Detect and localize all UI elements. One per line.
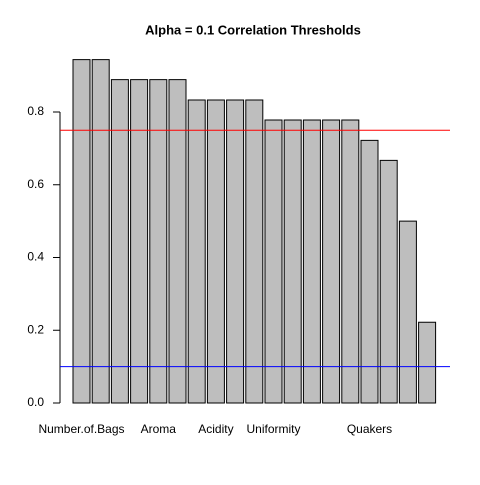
bar xyxy=(322,119,341,404)
y-tick-label: 0.0 xyxy=(27,395,44,409)
bar xyxy=(168,79,187,404)
x-tick-label: Acidity xyxy=(198,422,233,436)
bar xyxy=(149,79,168,404)
y-tick-label: 0.8 xyxy=(27,104,44,118)
y-tick-label: 0.2 xyxy=(27,322,44,336)
bar xyxy=(226,99,245,404)
bar xyxy=(130,79,149,404)
bar xyxy=(302,119,321,404)
bar xyxy=(418,321,437,404)
x-tick-label: Quakers xyxy=(347,422,392,436)
bar xyxy=(245,99,264,404)
x-tick-label: Uniformity xyxy=(246,422,300,436)
bar xyxy=(379,159,398,404)
bar xyxy=(187,99,206,404)
x-tick-label: Number.of.Bags xyxy=(38,422,124,436)
bar xyxy=(360,139,379,404)
bar xyxy=(398,220,417,404)
bar xyxy=(110,79,129,404)
bar xyxy=(72,59,91,404)
bar xyxy=(206,99,225,404)
bar xyxy=(91,59,110,404)
y-tick-label: 0.4 xyxy=(27,250,44,264)
bar xyxy=(341,119,360,404)
y-tick-label: 0.6 xyxy=(27,177,44,191)
bar xyxy=(264,119,283,404)
x-tick-label: Aroma xyxy=(141,422,177,436)
chart-title: Alpha = 0.1 Correlation Thresholds xyxy=(145,22,361,37)
bar xyxy=(283,119,302,404)
